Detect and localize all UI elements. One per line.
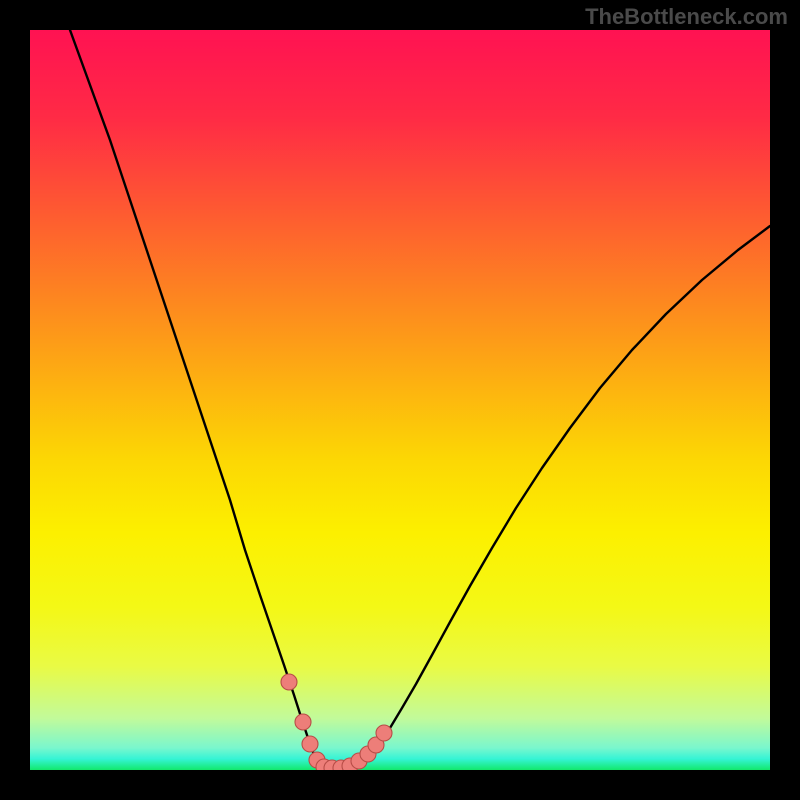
optimal-point-marker bbox=[302, 736, 318, 752]
optimal-point-marker bbox=[295, 714, 311, 730]
optimal-point-marker bbox=[376, 725, 392, 741]
bottleneck-curve-chart bbox=[30, 30, 770, 770]
gradient-background bbox=[30, 30, 770, 770]
site-watermark: TheBottleneck.com bbox=[585, 4, 788, 30]
chart-plot-area bbox=[30, 30, 770, 770]
optimal-point-marker bbox=[281, 674, 297, 690]
